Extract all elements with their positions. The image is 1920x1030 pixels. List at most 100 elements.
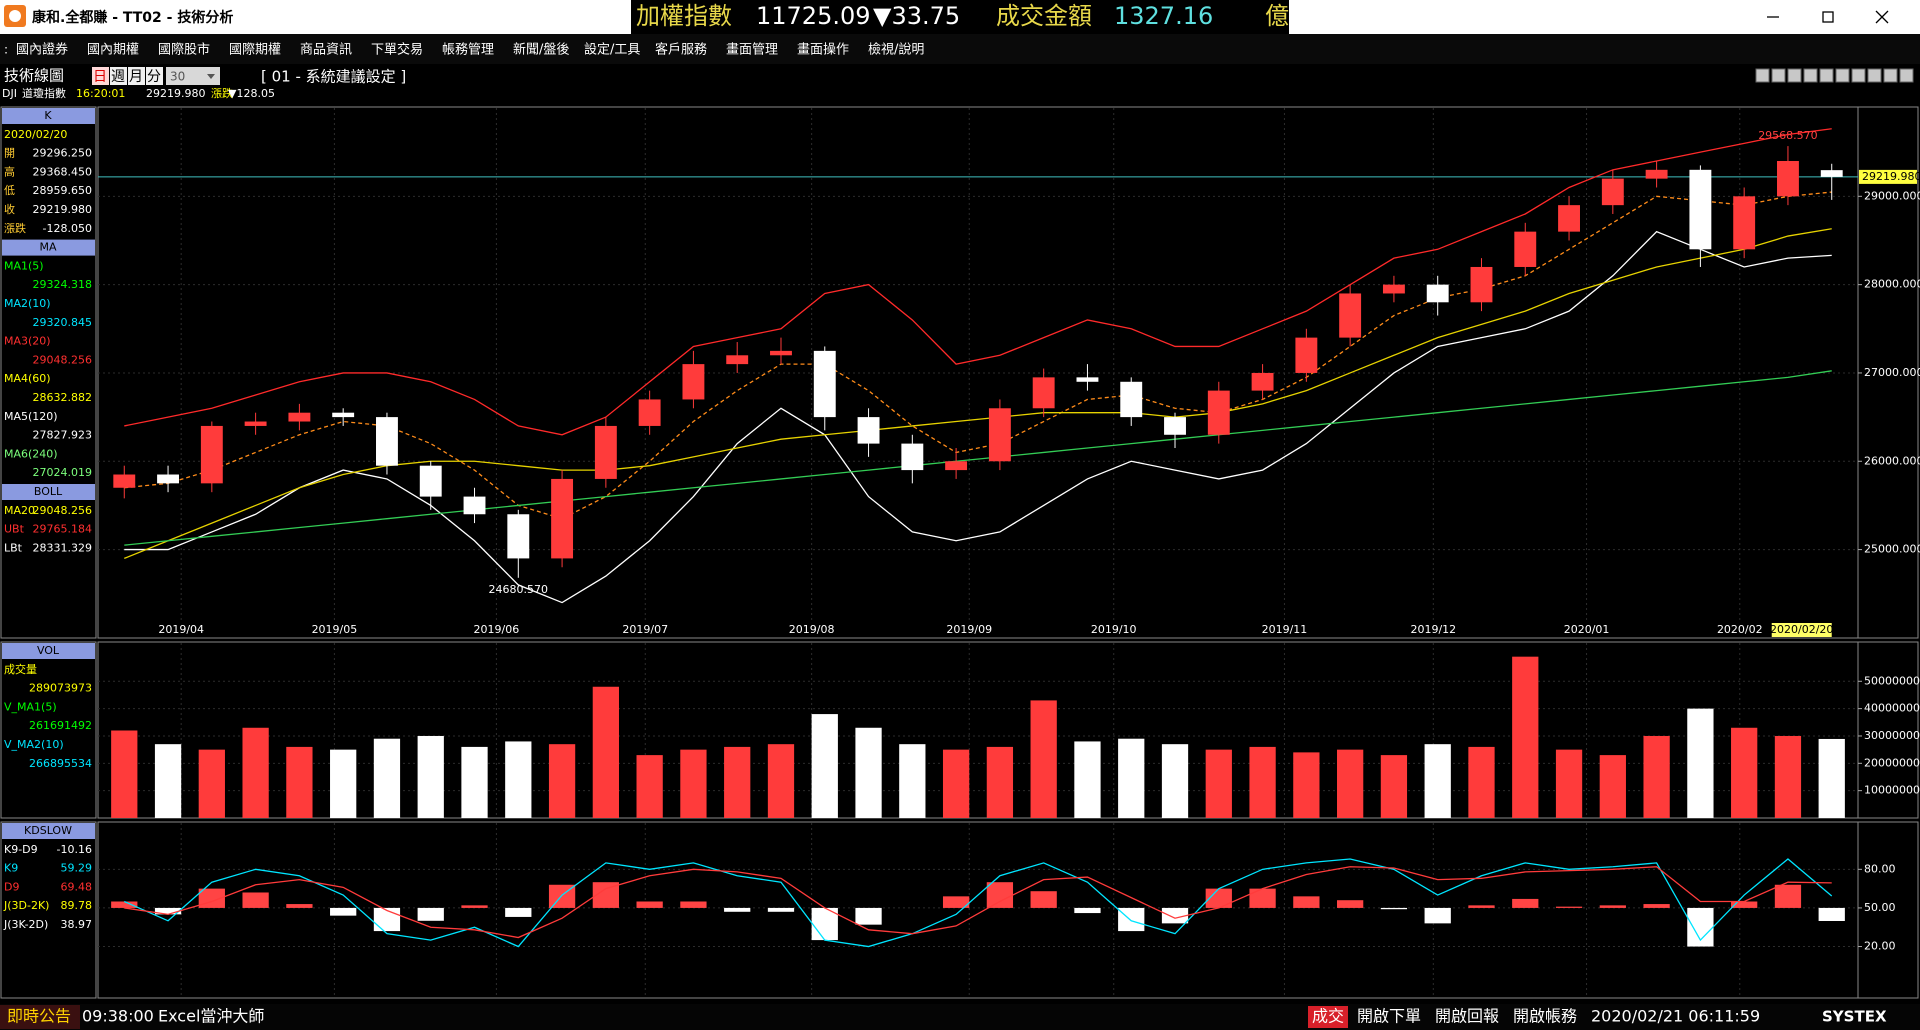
count-combo[interactable] bbox=[166, 67, 220, 85]
candle-body bbox=[1164, 417, 1186, 435]
menu-item[interactable]: 商品資訊 bbox=[300, 43, 352, 58]
menu-item[interactable]: 檢視/說明 bbox=[868, 42, 924, 58]
kd-histogram-bar bbox=[680, 901, 707, 908]
candle-body bbox=[1207, 390, 1230, 435]
quote-price: 29219.980 bbox=[146, 87, 206, 100]
period-button[interactable] bbox=[110, 67, 127, 85]
panel-value: 69.48 bbox=[61, 880, 93, 893]
series-line bbox=[124, 228, 1832, 560]
kd-histogram-bar bbox=[242, 892, 269, 908]
tool-button[interactable] bbox=[1803, 68, 1818, 83]
panel-label: 低 bbox=[4, 184, 15, 197]
period-button[interactable] bbox=[92, 67, 109, 85]
candle-body bbox=[419, 465, 442, 497]
tool-button[interactable] bbox=[1867, 68, 1882, 83]
axis-frame bbox=[1857, 821, 1919, 999]
panel-value: -10.16 bbox=[57, 843, 92, 856]
period-button[interactable] bbox=[146, 67, 163, 85]
volume-bar bbox=[1161, 744, 1189, 818]
panel-value: 27024.019 bbox=[33, 466, 93, 479]
panel-header bbox=[2, 108, 95, 124]
panel-label: K9 bbox=[4, 862, 18, 875]
menu-item[interactable]: 國際期權 bbox=[229, 43, 281, 58]
volume-bar bbox=[899, 744, 926, 818]
menu-item[interactable]: 下單交易 bbox=[371, 42, 423, 58]
panel-frame bbox=[0, 106, 97, 639]
volume-bar bbox=[1512, 656, 1539, 818]
kd-histogram-bar bbox=[1074, 907, 1101, 914]
maximize-button[interactable] bbox=[1822, 11, 1834, 23]
panel-value: 27827.923 bbox=[33, 429, 93, 442]
notice-box[interactable] bbox=[0, 1005, 80, 1029]
menu-item[interactable]: 畫面管理 bbox=[726, 43, 778, 58]
panel-value: 28959.650 bbox=[33, 184, 93, 197]
kd-histogram-bar bbox=[1293, 896, 1320, 908]
candle-body bbox=[376, 417, 398, 466]
price-annotation: 29568.570 bbox=[1758, 129, 1818, 142]
last-date: 2020/02/20 bbox=[1770, 623, 1833, 636]
panel-label: MA20 bbox=[4, 504, 35, 517]
tool-button[interactable] bbox=[1787, 68, 1802, 83]
panel-header-label: KDSLOW bbox=[24, 824, 72, 837]
panel-label: 開 bbox=[4, 147, 15, 160]
panel-label: MA4(60) bbox=[4, 372, 51, 385]
price-annotation: 24680.570 bbox=[489, 583, 549, 596]
tool-button[interactable] bbox=[1835, 68, 1850, 83]
quote-change-label: 漲跌 bbox=[211, 86, 233, 100]
panel-header bbox=[2, 643, 95, 659]
candle-body bbox=[726, 355, 749, 365]
volume-bar bbox=[724, 746, 751, 818]
panel-label: UBt bbox=[4, 523, 25, 536]
panel-frame bbox=[0, 821, 97, 999]
candle-body bbox=[857, 417, 880, 444]
y-tick-label: 50.00 bbox=[1864, 901, 1896, 914]
plot-frame bbox=[97, 641, 1859, 819]
panel-header-label: MA bbox=[39, 241, 56, 254]
ticker-value: 11725.09 bbox=[756, 2, 871, 30]
menu-item[interactable]: 客戶服務 bbox=[655, 42, 707, 58]
tool-button[interactable] bbox=[1755, 68, 1770, 83]
status-button[interactable]: 開啟下單 bbox=[1357, 1007, 1421, 1026]
kd-histogram-bar bbox=[724, 907, 751, 912]
plot-frame bbox=[97, 821, 1859, 999]
kd-histogram-bar bbox=[330, 907, 357, 916]
menu-item[interactable]: 新聞/盤後 bbox=[513, 42, 569, 58]
trade-box[interactable] bbox=[1308, 1006, 1348, 1028]
candle-body bbox=[1514, 231, 1537, 267]
tool-button[interactable] bbox=[1819, 68, 1834, 83]
candle-body bbox=[507, 514, 530, 559]
x-tick-label: 2019/05 bbox=[312, 623, 358, 636]
menu-item[interactable]: 畫面操作 bbox=[797, 42, 849, 58]
status-button[interactable]: 開啟回報 bbox=[1435, 1007, 1499, 1026]
kd-histogram-bar bbox=[1424, 907, 1451, 924]
y-tick-label: 400000000 bbox=[1864, 702, 1920, 715]
volume-bar bbox=[855, 727, 882, 818]
volume-bar bbox=[154, 744, 182, 818]
volume-bar bbox=[1818, 738, 1845, 818]
ticker-change: ▼33.75 bbox=[873, 2, 960, 30]
kd-histogram-bar bbox=[154, 907, 182, 915]
menu-item[interactable]: 設定/工具 bbox=[584, 42, 640, 58]
status-button[interactable]: 開啟帳務 bbox=[1513, 1007, 1577, 1026]
candle-body bbox=[1733, 196, 1756, 250]
menu-item[interactable]: 帳務管理 bbox=[442, 43, 494, 58]
tool-button[interactable] bbox=[1771, 68, 1786, 83]
trade-label: 成交 bbox=[1312, 1007, 1344, 1026]
tool-button[interactable] bbox=[1851, 68, 1866, 83]
period-label: 分 bbox=[147, 69, 161, 85]
volume-bar bbox=[1424, 744, 1451, 818]
candle-body bbox=[813, 350, 836, 418]
y-tick-label: 300000000 bbox=[1864, 729, 1920, 742]
period-label: 週 bbox=[111, 69, 125, 85]
candle-body bbox=[463, 496, 486, 515]
close-button[interactable] bbox=[1875, 10, 1889, 24]
menu-item[interactable]: 國內期權 bbox=[87, 43, 139, 58]
tool-button[interactable] bbox=[1883, 68, 1898, 83]
panel-value: 28331.329 bbox=[33, 541, 93, 554]
menu-item[interactable]: 國際股市 bbox=[158, 42, 210, 58]
tool-button[interactable] bbox=[1899, 68, 1914, 83]
volume-bar bbox=[1293, 752, 1320, 818]
panel-label: 高 bbox=[4, 164, 15, 178]
menu-item[interactable]: 國內證券 bbox=[16, 42, 68, 58]
period-button[interactable] bbox=[128, 67, 145, 85]
